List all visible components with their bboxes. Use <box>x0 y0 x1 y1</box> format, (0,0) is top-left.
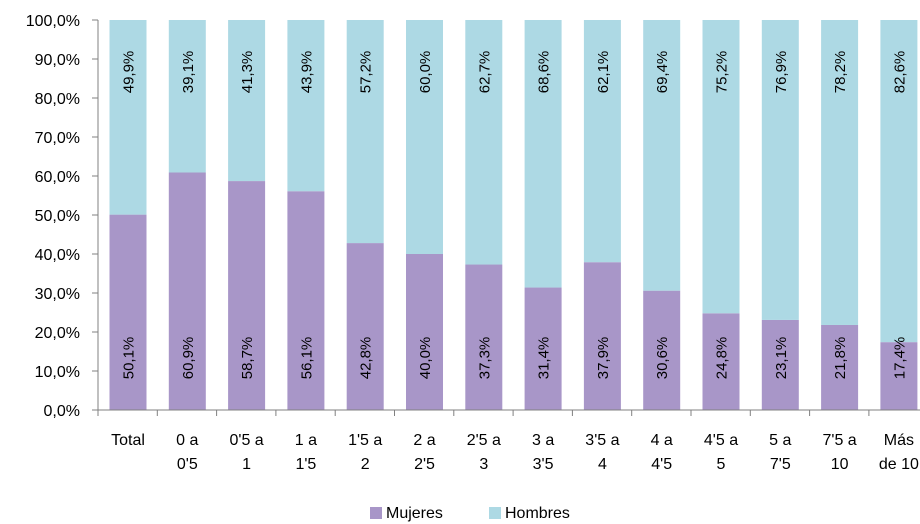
bar-segment-mujeres <box>346 243 384 410</box>
data-label-hombres: 49,9% <box>121 51 138 94</box>
data-label-mujeres: 23,1% <box>773 337 790 380</box>
data-label-mujeres: 58,7% <box>239 337 256 380</box>
legend-item-mujeres: Mujeres <box>370 505 443 522</box>
data-label-mujeres: 21,8% <box>832 337 849 380</box>
bar-segment-hombres <box>880 20 918 343</box>
y-tick-label: 20,0% <box>35 325 80 342</box>
data-label-mujeres: 50,1% <box>121 337 138 380</box>
data-label-mujeres: 37,3% <box>476 337 493 380</box>
bar-segment-hombres <box>168 20 206 173</box>
data-label-mujeres: 40,0% <box>417 337 434 380</box>
bar-segment-mujeres <box>465 264 503 410</box>
data-label-hombres: 62,7% <box>476 51 493 94</box>
x-tick-label: 0 a 0'5 <box>176 432 198 473</box>
bar-segment-mujeres <box>702 313 740 410</box>
bar-segment-mujeres <box>524 287 562 410</box>
y-tick-label: 30,0% <box>35 286 80 303</box>
bar-segment-mujeres <box>287 191 325 410</box>
data-label-hombres: 76,9% <box>773 51 790 94</box>
bar-segment-hombres <box>346 20 384 244</box>
y-tick-label: 70,0% <box>35 130 80 147</box>
x-tick-label: 2 a 2'5 <box>413 432 435 473</box>
data-label-mujeres: 30,6% <box>654 337 671 380</box>
data-label-mujeres: 42,8% <box>358 337 375 380</box>
data-label-mujeres: 24,8% <box>714 337 731 380</box>
bar-segment-mujeres <box>821 324 859 410</box>
bar-segment-hombres <box>109 20 147 215</box>
data-label-mujeres: 17,4% <box>891 337 908 380</box>
bar-segment-mujeres <box>168 172 206 410</box>
data-label-hombres: 43,9% <box>298 51 315 94</box>
data-label-mujeres: 37,9% <box>595 337 612 380</box>
y-tick-label: 40,0% <box>35 247 80 264</box>
data-label-hombres: 62,1% <box>595 51 612 94</box>
data-label-hombres: 82,6% <box>891 51 908 94</box>
data-label-hombres: 75,2% <box>714 51 731 94</box>
x-tick-label: 1 a 1'5 <box>295 432 317 473</box>
bar-segment-hombres <box>287 20 325 192</box>
bar-segment-hombres <box>643 20 681 291</box>
x-tick-label: Más de 10 <box>879 432 919 473</box>
y-tick-label: 10,0% <box>35 364 80 381</box>
bar-segment-hombres <box>583 20 621 263</box>
bar-segment-hombres <box>524 20 562 288</box>
x-tick-label: 5 a 7'5 <box>769 432 791 473</box>
legend: Mujeres Hombres <box>370 505 570 522</box>
y-tick-label: 80,0% <box>35 91 80 108</box>
data-label-hombres: 60,0% <box>417 51 434 94</box>
x-tick-label: 4 a 4'5 <box>651 432 673 473</box>
bar-segment-mujeres <box>406 254 443 410</box>
y-tick-label: 100,0% <box>26 13 80 30</box>
y-axis: 0,0% 10,0% 20,0% 30,0% 40,0% 50,0% 60,0% 70,0% 8… <box>26 13 99 420</box>
bar-segment-mujeres <box>583 262 621 410</box>
bar-segment-hombres <box>406 20 443 254</box>
data-label-hombres: 78,2% <box>832 51 849 94</box>
legend-label-mujeres: Mujeres <box>386 505 443 522</box>
x-tick-label: Total <box>111 432 145 449</box>
bar-segment-hombres <box>761 20 799 320</box>
y-tick-label: 50,0% <box>35 208 80 225</box>
bars <box>109 20 918 410</box>
data-label-mujeres: 56,1% <box>298 337 315 380</box>
bar-segment-mujeres <box>880 342 918 410</box>
x-axis: Total 0 a 0'5 0'5 a 1 1 a 1'5 1'5 a 2 2 a 2'5 2'5 a… <box>97 409 920 473</box>
data-label-hombres: 68,6% <box>536 51 553 94</box>
x-tick-label: 3 a 3'5 <box>532 432 554 473</box>
x-tick-label: 7'5 a 10 <box>822 432 856 473</box>
data-label-mujeres: 60,9% <box>180 337 197 380</box>
data-labels: 50,1% 49,9% 60,9% 39,1% 58,7% 41,3% 56,1% 43,9%… <box>121 51 909 380</box>
bar-segment-mujeres <box>761 319 799 410</box>
bar-segment-mujeres <box>228 181 266 410</box>
data-label-hombres: 39,1% <box>180 51 197 94</box>
y-tick-label: 0,0% <box>44 403 80 420</box>
legend-item-hombres: Hombres <box>489 505 570 522</box>
bar-segment-hombres <box>228 20 266 182</box>
data-label-hombres: 41,3% <box>239 51 256 94</box>
legend-swatch-mujeres <box>370 507 382 519</box>
bar-segment-hombres <box>821 20 859 325</box>
legend-swatch-hombres <box>489 507 501 519</box>
data-label-mujeres: 31,4% <box>536 337 553 380</box>
legend-label-hombres: Hombres <box>505 505 570 522</box>
data-label-hombres: 57,2% <box>358 51 375 94</box>
bar-segment-mujeres <box>109 214 147 410</box>
bar-segment-hombres <box>702 20 740 314</box>
data-label-hombres: 69,4% <box>654 51 671 94</box>
y-tick-label: 90,0% <box>35 52 80 69</box>
bar-segment-hombres <box>465 20 503 265</box>
y-tick-label: 60,0% <box>35 169 80 186</box>
bar-segment-mujeres <box>643 290 681 410</box>
